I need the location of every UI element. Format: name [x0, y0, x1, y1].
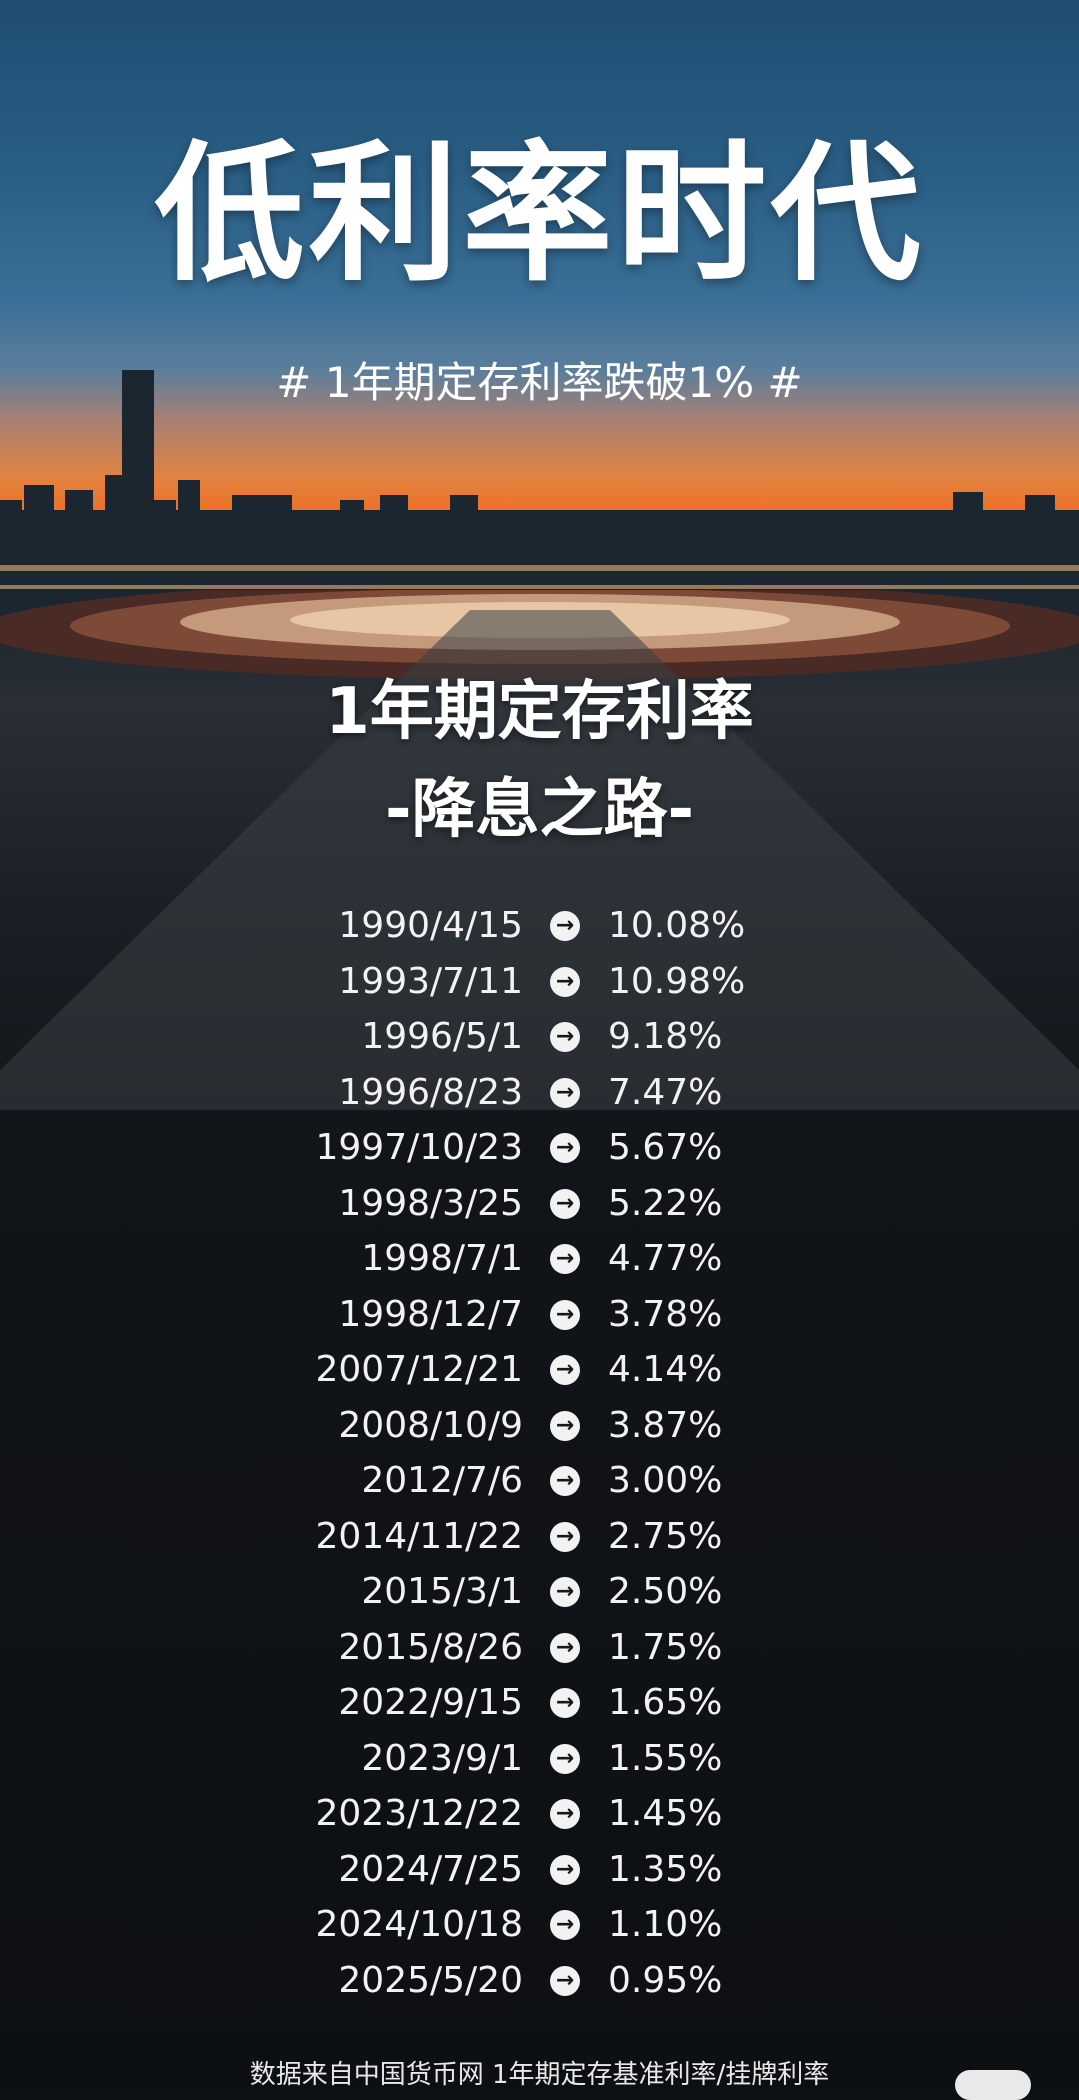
rate-value: 7.47%	[608, 1071, 723, 1113]
arrow-right-icon: →	[550, 1355, 580, 1385]
arrow-right-icon: →	[550, 1077, 580, 1108]
platform-road	[0, 590, 1079, 1110]
rate-date: 1998/12/7	[338, 1293, 523, 1335]
rate-date: 1993/7/11	[338, 960, 523, 1002]
rate-date: 1997/10/23	[315, 1127, 524, 1168]
arrow-right-icon: →	[550, 1244, 580, 1274]
arrow-right-icon: →	[550, 1632, 580, 1663]
arrow-right-icon: →	[550, 1854, 580, 1885]
watermark-badge	[955, 2070, 1031, 2100]
arrow-right-icon: →	[550, 1133, 580, 1163]
rate-value: 3.00%	[608, 1460, 723, 1501]
rate-row: 1993/7/11 → 10.98%	[0, 956, 1079, 1012]
rate-date: 2025/5/20	[338, 1959, 523, 2001]
rate-value: 1.45%	[608, 1793, 723, 1834]
source-note: 数据来自中国货币网 1年期定存基准利率/挂牌利率	[249, 2060, 830, 2090]
rate-value: 4.77%	[608, 1238, 723, 1279]
rate-value: 9.18%	[608, 1016, 723, 1057]
arrow-right-icon: →	[550, 1410, 580, 1441]
arrow-right-icon: →	[550, 966, 580, 997]
rate-date: 2014/11/22	[315, 1515, 524, 1557]
arrow-right-icon: →	[550, 1466, 580, 1496]
rate-row: 2025/5/20 → 0.95%	[0, 1955, 1079, 2011]
arrow-right-icon: →	[550, 1688, 580, 1718]
arrow-right-icon: →	[550, 1743, 580, 1774]
section-subtitle: -降息之路-	[384, 773, 695, 847]
rate-date: 2015/8/26	[338, 1626, 523, 1668]
rate-list: 1990/4/15 → 10.08% 1993/7/11 → 10.98% 1996/5…	[0, 900, 1079, 2010]
rate-date: 1996/5/1	[361, 1016, 523, 1057]
rate-date: 2024/7/25	[338, 1848, 523, 1890]
rate-row: 1996/5/1 → 9.18%	[0, 1011, 1079, 1067]
hashtag-subtitle: # 1年期定存利率跌破1% #	[276, 358, 803, 407]
arrow-right-icon: →	[550, 1299, 580, 1330]
rate-value: 1.35%	[608, 1848, 723, 1890]
rate-row: 2007/12/21 → 4.14%	[0, 1344, 1079, 1400]
rate-row: 2024/7/25 → 1.35%	[0, 1844, 1079, 1900]
arrow-right-icon: →	[550, 1188, 580, 1219]
rate-value: 4.14%	[608, 1349, 723, 1390]
rate-row: 2024/10/18 → 1.10%	[0, 1899, 1079, 1955]
rate-date: 2007/12/21	[315, 1349, 524, 1390]
arrow-right-icon: →	[550, 911, 580, 941]
rate-date: 1990/4/15	[338, 905, 523, 946]
rate-value: 2.50%	[608, 1571, 723, 1612]
rate-row: 1998/3/25 → 5.22%	[0, 1178, 1079, 1234]
rate-value: 5.67%	[608, 1127, 723, 1168]
rate-row: 1998/12/7 → 3.78%	[0, 1289, 1079, 1345]
rate-row: 1990/4/15 → 10.08%	[0, 900, 1079, 956]
rate-value: 2.75%	[608, 1515, 723, 1557]
rate-value: 10.98%	[608, 960, 746, 1002]
rate-row: 1998/7/1 → 4.77%	[0, 1233, 1079, 1289]
rate-value: 10.08%	[608, 905, 746, 946]
rate-value: 1.10%	[608, 1904, 723, 1945]
rate-row: 2015/3/1 → 2.50%	[0, 1566, 1079, 1622]
arrow-right-icon: →	[550, 1577, 580, 1607]
rate-value: 5.22%	[608, 1182, 723, 1224]
rate-row: 1996/8/23 → 7.47%	[0, 1067, 1079, 1123]
rate-date: 1998/3/25	[338, 1182, 523, 1224]
arrow-right-icon: →	[550, 1022, 580, 1052]
rate-row: 1997/10/23 → 5.67%	[0, 1122, 1079, 1178]
rate-row: 2012/7/6 → 3.00%	[0, 1455, 1079, 1511]
rate-row: 2022/9/15 → 1.65%	[0, 1677, 1079, 1733]
rate-date: 2023/9/1	[361, 1737, 523, 1779]
section-title: 1年期定存利率	[325, 675, 754, 749]
rate-date: 2023/12/22	[315, 1793, 524, 1834]
rate-date: 1996/8/23	[338, 1071, 523, 1113]
rate-date: 1998/7/1	[361, 1238, 523, 1279]
rate-value: 3.78%	[608, 1293, 723, 1335]
rate-row: 2008/10/9 → 3.87%	[0, 1400, 1079, 1456]
rate-date: 2022/9/15	[338, 1682, 523, 1723]
arrow-right-icon: →	[550, 1799, 580, 1829]
rate-value: 0.95%	[608, 1959, 723, 2001]
rate-date: 2008/10/9	[338, 1404, 523, 1446]
rate-date: 2012/7/6	[361, 1460, 523, 1501]
rate-row: 2023/9/1 → 1.55%	[0, 1733, 1079, 1789]
arrow-right-icon: →	[550, 1521, 580, 1552]
arrow-right-icon: →	[550, 1910, 580, 1940]
rate-row: 2015/8/26 → 1.75%	[0, 1622, 1079, 1678]
rate-value: 3.87%	[608, 1404, 723, 1446]
rate-value: 1.65%	[608, 1682, 723, 1723]
page-title: 低利率时代	[154, 128, 925, 302]
rate-value: 1.75%	[608, 1626, 723, 1668]
rate-date: 2024/10/18	[315, 1904, 524, 1945]
rate-row: 2023/12/22 → 1.45%	[0, 1788, 1079, 1844]
rate-row: 2014/11/22 → 2.75%	[0, 1511, 1079, 1567]
rate-date: 2015/3/1	[361, 1571, 523, 1612]
arrow-right-icon: →	[550, 1965, 580, 1996]
rate-value: 1.55%	[608, 1737, 723, 1779]
